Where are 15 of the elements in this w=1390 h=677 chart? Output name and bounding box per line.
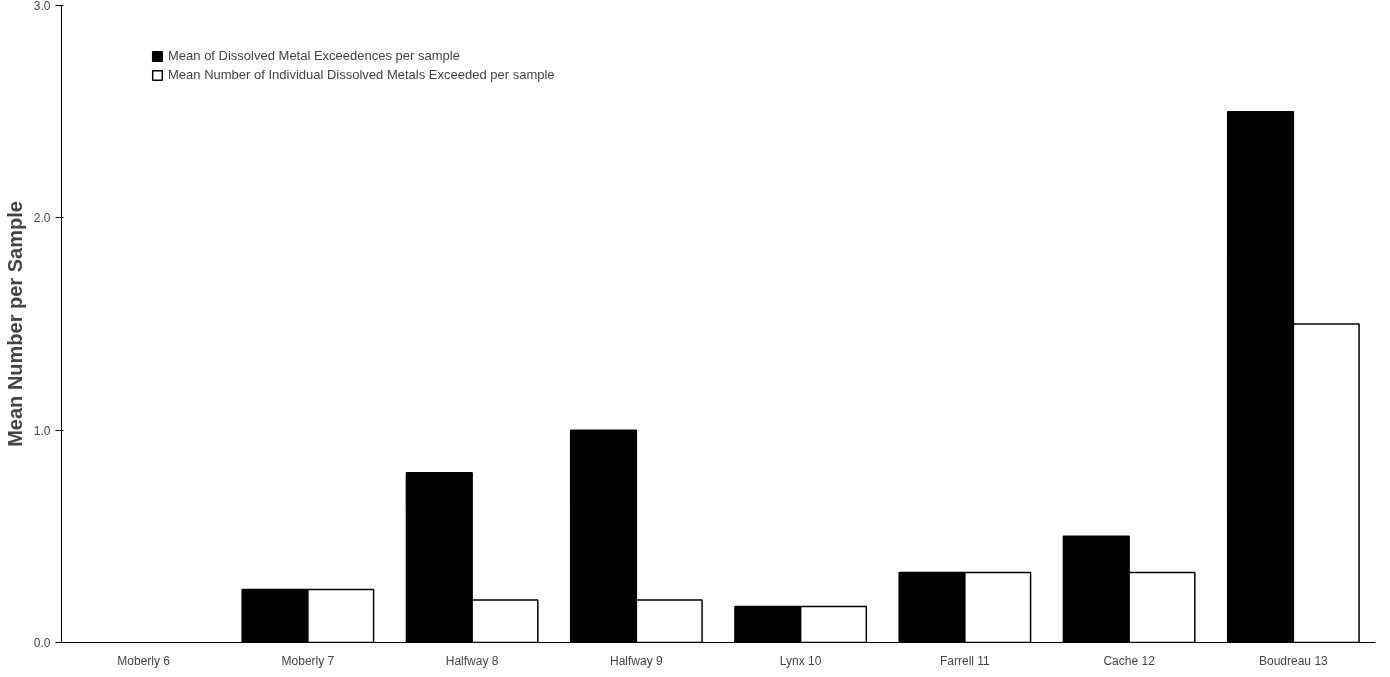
y-tick-label: 2.0 xyxy=(33,211,51,226)
x-tick-label: Cache 12 xyxy=(1103,653,1156,668)
y-axis-title: Mean Number per Sample xyxy=(3,201,26,447)
legend-label: Mean of Dissolved Metal Exceedences per sample xyxy=(168,48,460,63)
x-tick-label: Lynx 10 xyxy=(779,653,822,668)
x-tick-label: Boudreau 13 xyxy=(1259,653,1329,668)
y-tick-label: 1.0 xyxy=(33,423,51,438)
y-tick-label: 3.0 xyxy=(33,0,51,13)
x-tick-label: Farrell 11 xyxy=(939,653,991,668)
x-tick-label: Halfway 8 xyxy=(445,653,499,668)
y-tick-label: 0.0 xyxy=(33,636,51,650)
x-tick-label: Moberly 7 xyxy=(281,653,335,668)
legend-label: Mean Number of Individual Dissolved Metals Exceeded per sample xyxy=(168,67,555,82)
x-tick-label: Halfway 9 xyxy=(610,653,664,668)
x-tick-label: Moberly 6 xyxy=(117,653,171,668)
